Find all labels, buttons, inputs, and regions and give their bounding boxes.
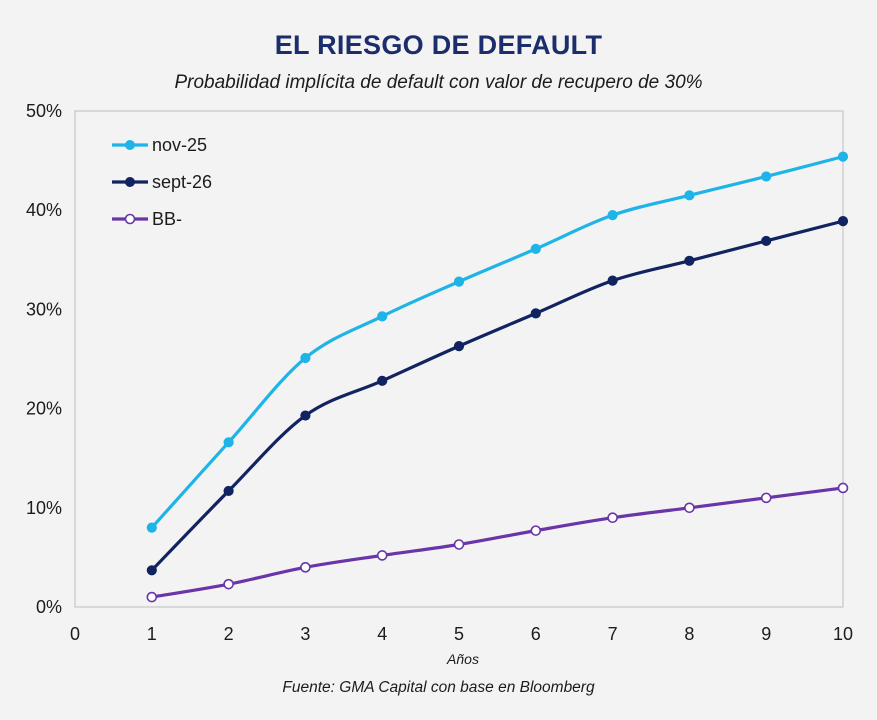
x-axis: 0 1 2 3 4 5 6 7 8 9 10 [70, 624, 853, 644]
x-tick-label: 9 [761, 624, 771, 644]
data-point [607, 275, 618, 286]
plot-area [74, 110, 844, 608]
legend: nov-25 sept-26 BB- [112, 135, 212, 229]
data-point [837, 482, 849, 494]
data-point [761, 171, 772, 182]
chart-title: EL RIESGO DE DEFAULT [274, 30, 603, 60]
source-note: Fuente: GMA Capital con base en Bloomber… [282, 679, 595, 696]
y-tick-label: 0% [36, 597, 62, 617]
x-tick-label: 7 [608, 624, 618, 644]
legend-item-bb: BB- [112, 209, 182, 229]
x-tick-label: 4 [377, 624, 387, 644]
legend-swatch-marker [125, 177, 135, 187]
legend-swatch-marker [125, 140, 135, 150]
data-point [223, 437, 234, 448]
y-axis: 0% 10% 20% 30% 40% 50% [26, 101, 62, 617]
data-point [684, 255, 695, 266]
data-point [376, 550, 388, 561]
series-line-sept-26 [150, 219, 845, 572]
data-point [300, 562, 311, 573]
data-point [146, 522, 157, 533]
data-point [530, 243, 541, 254]
data-point [300, 352, 311, 364]
y-tick-label: 50% [26, 101, 62, 121]
data-point [453, 539, 465, 550]
x-tick-label: 5 [454, 624, 464, 644]
data-point [837, 151, 849, 162]
data-point [761, 235, 772, 247]
data-point [453, 341, 465, 352]
series-nov-25 [146, 151, 849, 533]
data-point [530, 525, 542, 536]
y-tick-label: 10% [26, 498, 62, 518]
legend-swatch-marker [124, 213, 136, 225]
data-point [684, 502, 695, 514]
x-tick-label: 2 [224, 624, 234, 644]
x-tick-label: 3 [300, 624, 310, 644]
legend-label: nov-25 [152, 135, 207, 155]
x-axis-label: Años [446, 651, 479, 667]
data-point [760, 492, 772, 504]
data-point [607, 210, 618, 221]
x-tick-label: 6 [531, 624, 541, 644]
y-tick-label: 40% [26, 200, 62, 220]
series-sept-26 [146, 216, 849, 576]
legend-item-sept-26: sept-26 [112, 172, 212, 192]
x-tick-label: 1 [147, 624, 157, 644]
data-point [530, 308, 541, 319]
x-tick-label: 0 [70, 624, 80, 644]
data-point [837, 216, 849, 227]
legend-label: sept-26 [152, 172, 212, 192]
legend-item-nov-25: nov-25 [112, 135, 207, 155]
data-point [377, 311, 388, 322]
data-point [223, 485, 234, 497]
data-point [300, 410, 311, 421]
data-point [223, 578, 234, 590]
data-point [146, 565, 157, 576]
series-line-bb [150, 486, 845, 599]
x-tick-label: 10 [833, 624, 853, 644]
data-point [453, 276, 465, 287]
plot-frame [74, 110, 844, 608]
data-point [146, 591, 158, 603]
y-tick-label: 20% [26, 399, 62, 419]
data-point [377, 375, 388, 386]
legend-label: BB- [152, 209, 182, 229]
y-tick-label: 30% [26, 299, 62, 319]
series-layer [146, 151, 849, 603]
data-point [684, 190, 695, 201]
data-point [607, 512, 618, 524]
x-tick-label: 8 [684, 624, 694, 644]
series-bb [146, 482, 849, 603]
series-line-nov-25 [150, 155, 845, 530]
chart-subtitle: Probabilidad implícita de default con va… [174, 72, 703, 93]
